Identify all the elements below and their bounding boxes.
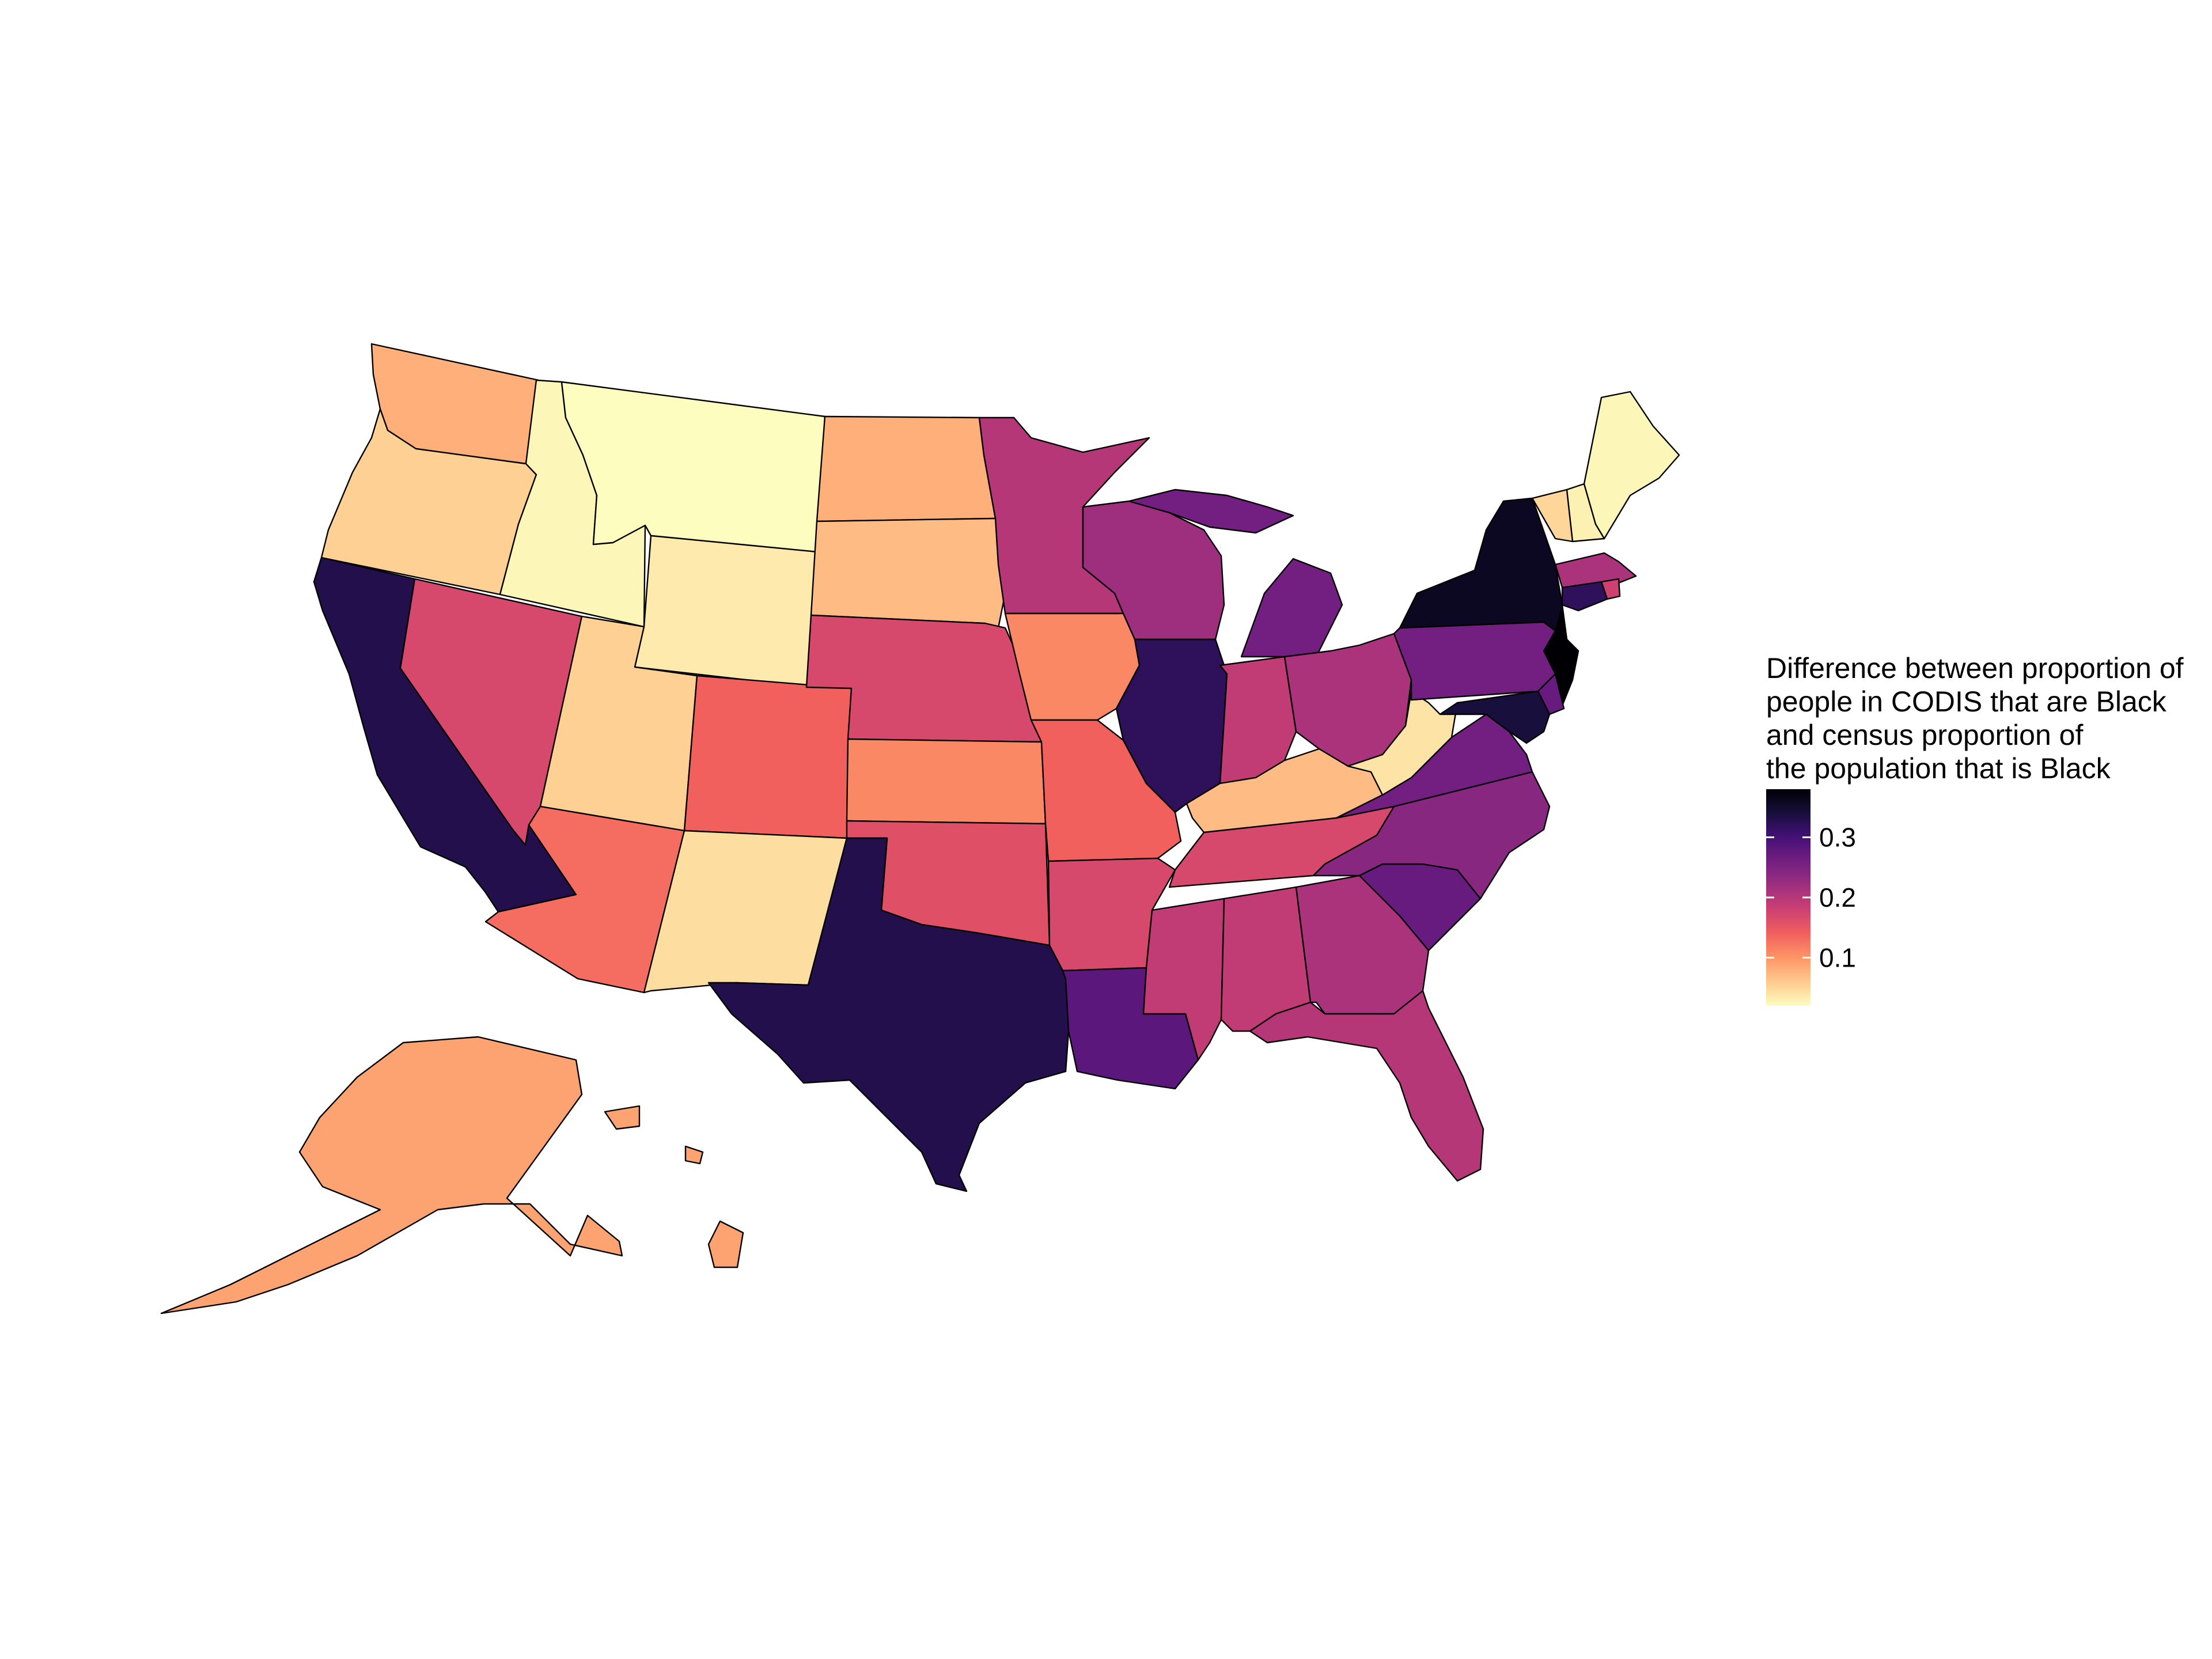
- state-wy: [634, 535, 818, 688]
- legend-title-line-2: people in CODIS that are Black: [1766, 685, 2167, 718]
- colorbar-tick-label: 0.1: [1819, 942, 1856, 972]
- state-fl: [1249, 990, 1484, 1182]
- state-md: [1439, 690, 1551, 744]
- states-layer: [160, 343, 1680, 1315]
- state-ak: [160, 1036, 623, 1315]
- colorbar-ticks: 0.3 0.2 0.1: [1766, 823, 1856, 972]
- colorbar-tick-label: 0.2: [1819, 882, 1856, 912]
- state-ny: [1399, 497, 1568, 641]
- state-co: [683, 675, 853, 839]
- state-sd: [810, 517, 1006, 629]
- state-hi: [604, 1105, 744, 1268]
- state-nd: [816, 415, 997, 522]
- colorbar-tick-label: 0.3: [1819, 823, 1856, 853]
- state-ks: [846, 738, 1047, 825]
- state-mt: [560, 381, 826, 553]
- legend-title-line-3: and census proportion of: [1766, 719, 2083, 751]
- state-me: [1583, 391, 1680, 540]
- state-tx: [707, 837, 1070, 1192]
- state-ct: [1561, 581, 1608, 612]
- legend-title-line-4: the population that is Black: [1766, 752, 2111, 785]
- colorbar-legend: Difference between proportion of people …: [1766, 652, 2184, 1006]
- state-mo: [1030, 719, 1182, 862]
- legend-title-line-1: Difference between proportion of: [1766, 652, 2184, 684]
